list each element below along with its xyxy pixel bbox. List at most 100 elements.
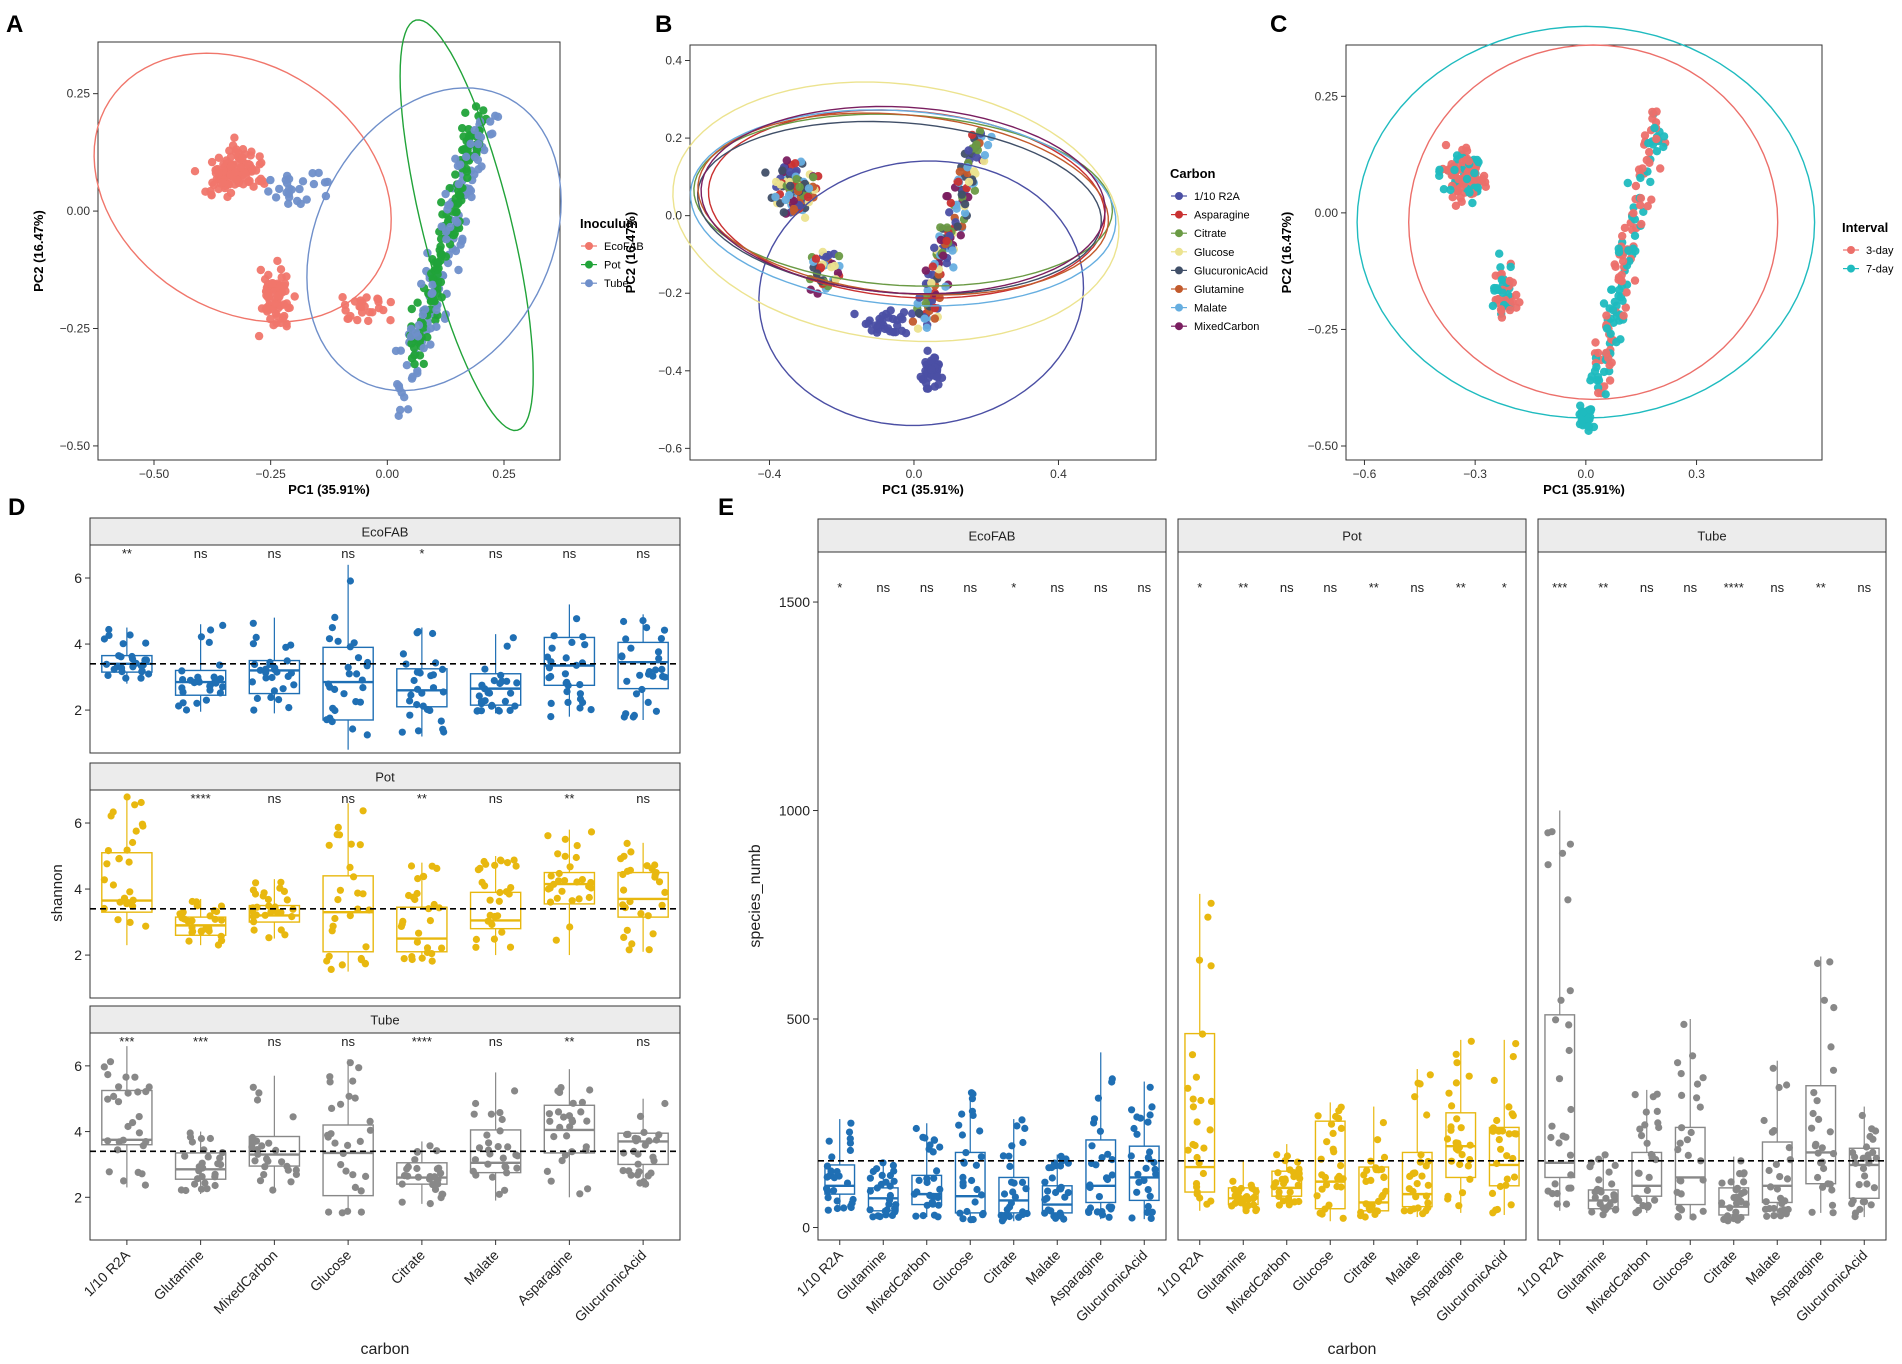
ellipse-3-day bbox=[1407, 44, 1779, 401]
data-point bbox=[250, 926, 258, 934]
data-point bbox=[1133, 1130, 1141, 1138]
data-point bbox=[276, 884, 284, 892]
data-point bbox=[278, 1158, 286, 1166]
data-point bbox=[889, 328, 898, 337]
y-tick-label: −0.50 bbox=[60, 439, 91, 453]
data-point bbox=[893, 321, 902, 330]
data-point bbox=[419, 872, 428, 880]
data-point bbox=[1196, 1194, 1204, 1202]
data-point bbox=[461, 108, 470, 118]
data-point bbox=[930, 243, 939, 252]
data-point bbox=[430, 900, 438, 909]
signif-label: ** bbox=[1369, 580, 1379, 595]
data-point bbox=[928, 262, 937, 271]
data-point bbox=[626, 866, 635, 874]
data-point bbox=[919, 1133, 927, 1141]
y-axis-label: PC2 (16.47%) bbox=[31, 210, 46, 292]
data-point bbox=[1699, 1074, 1707, 1082]
data-point bbox=[1503, 1152, 1511, 1160]
data-point bbox=[1623, 178, 1633, 188]
data-point bbox=[203, 1185, 211, 1193]
data-point bbox=[429, 684, 438, 692]
x-axis-label: PC1 (35.91%) bbox=[1543, 482, 1625, 497]
data-point bbox=[1197, 1096, 1205, 1105]
data-point bbox=[466, 139, 475, 148]
data-point bbox=[245, 176, 254, 186]
data-point bbox=[634, 1150, 642, 1158]
data-point bbox=[213, 907, 221, 916]
ellipse-mixedcarbon bbox=[700, 105, 1106, 295]
data-point bbox=[1489, 1127, 1497, 1135]
data-point bbox=[1558, 849, 1567, 857]
data-point bbox=[273, 668, 281, 676]
data-point bbox=[413, 1164, 421, 1173]
data-point bbox=[1602, 311, 1611, 320]
data-point bbox=[454, 179, 463, 189]
data-point bbox=[1733, 1184, 1742, 1192]
data-point bbox=[552, 936, 560, 944]
data-point bbox=[1599, 367, 1609, 377]
data-point bbox=[309, 179, 319, 189]
facet-frame bbox=[1537, 551, 1887, 1241]
data-point bbox=[649, 672, 657, 680]
data-point bbox=[238, 153, 247, 162]
data-point bbox=[987, 132, 996, 142]
data-point bbox=[295, 184, 304, 194]
data-point bbox=[568, 897, 576, 905]
legend-key-7-day bbox=[1847, 264, 1855, 273]
data-point bbox=[1783, 1081, 1791, 1089]
data-point bbox=[1872, 1127, 1880, 1135]
data-point bbox=[1555, 1139, 1563, 1147]
data-point bbox=[1021, 1124, 1029, 1132]
data-point bbox=[513, 1164, 521, 1172]
data-point bbox=[1674, 1146, 1682, 1154]
data-point bbox=[561, 877, 569, 885]
data-point bbox=[346, 577, 354, 585]
data-point bbox=[1608, 1180, 1616, 1188]
data-point bbox=[833, 268, 843, 278]
data-point bbox=[355, 1064, 363, 1072]
data-point bbox=[284, 199, 293, 208]
data-point bbox=[273, 291, 282, 301]
data-point bbox=[1382, 1187, 1390, 1195]
data-point bbox=[1052, 1214, 1060, 1222]
data-point bbox=[410, 350, 419, 360]
data-point bbox=[1290, 1173, 1298, 1181]
data-point bbox=[437, 252, 446, 261]
data-point bbox=[495, 1190, 503, 1198]
facet-title: Tube bbox=[370, 1013, 399, 1028]
data-point bbox=[910, 1190, 919, 1198]
data-point bbox=[122, 674, 130, 682]
signif-label: ns bbox=[636, 546, 650, 561]
data-point bbox=[803, 192, 813, 202]
data-point bbox=[228, 141, 238, 150]
data-point bbox=[1457, 1124, 1465, 1132]
data-point bbox=[1184, 1146, 1192, 1154]
signif-label: ns bbox=[636, 791, 650, 806]
data-point bbox=[463, 173, 472, 183]
data-point bbox=[1548, 1122, 1556, 1130]
data-point bbox=[761, 168, 770, 177]
data-point bbox=[443, 258, 453, 268]
data-point bbox=[487, 1110, 495, 1118]
data-point bbox=[185, 937, 193, 945]
data-point bbox=[510, 856, 518, 864]
data-point bbox=[954, 177, 963, 186]
data-point bbox=[1652, 147, 1662, 156]
data-point bbox=[264, 187, 273, 196]
panel-letter-b: B bbox=[655, 11, 672, 38]
data-point bbox=[413, 366, 422, 375]
data-point bbox=[394, 381, 404, 391]
data-point bbox=[296, 199, 305, 209]
data-point bbox=[1684, 1151, 1692, 1159]
data-point bbox=[254, 331, 264, 341]
data-point bbox=[342, 1167, 350, 1175]
data-point bbox=[1468, 198, 1477, 208]
data-point bbox=[261, 1163, 269, 1171]
data-point bbox=[103, 860, 111, 868]
data-point bbox=[1337, 1124, 1345, 1132]
data-point bbox=[1330, 1148, 1338, 1156]
data-point bbox=[884, 313, 893, 322]
data-point bbox=[652, 707, 661, 715]
data-point bbox=[566, 863, 574, 871]
